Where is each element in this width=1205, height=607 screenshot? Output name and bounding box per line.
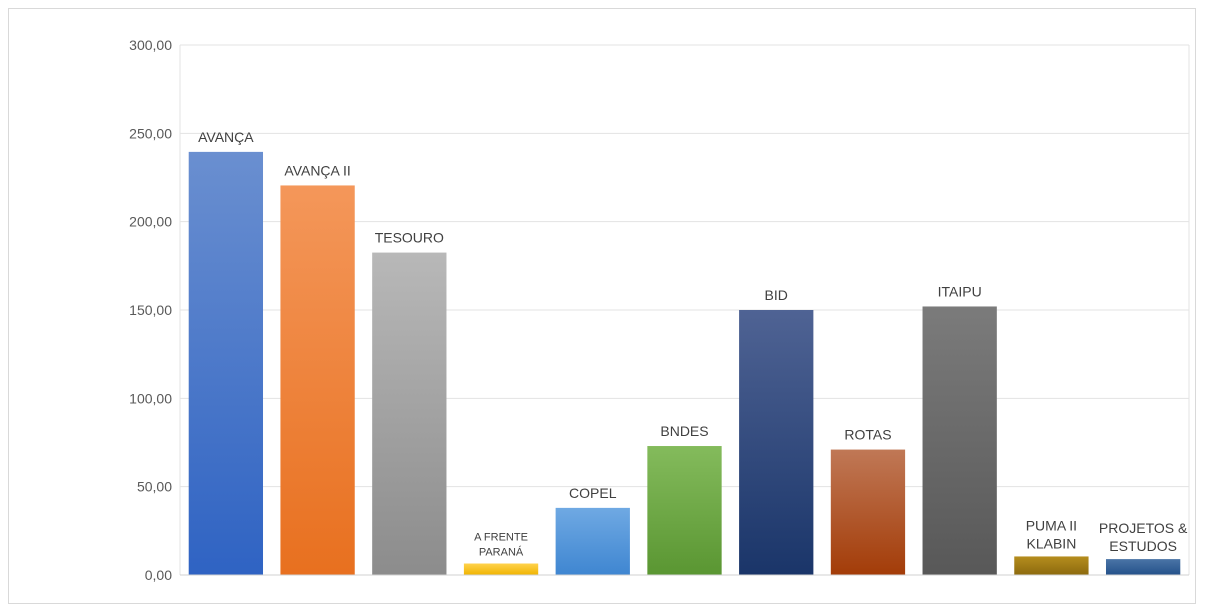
bar-rotas xyxy=(830,449,906,575)
bar-label: PUMA II KLABIN xyxy=(1026,517,1077,551)
bar-tesouro xyxy=(372,252,447,575)
bar-projetos-estudos xyxy=(1105,559,1181,575)
bar-label: PROJETOS & ESTUDOS xyxy=(1099,520,1188,554)
bar-copel xyxy=(555,507,630,575)
bar-labels: AVANÇA AVANÇA II TESOURO A FRENTE PARANÁ COPE… xyxy=(198,129,1188,559)
y-tick-label: 300,00 xyxy=(129,37,172,53)
y-tick-label: 0,00 xyxy=(145,567,172,583)
bar-puma-ii-klabin xyxy=(1014,556,1089,575)
bar-label: ITAIPU xyxy=(938,283,982,299)
bar-bndes xyxy=(647,446,722,575)
y-tick-label: 50,00 xyxy=(137,479,172,495)
bar-label: BID xyxy=(765,287,788,303)
bar-label: A FRENTE PARANÁ xyxy=(474,532,528,559)
bar-label: TESOURO xyxy=(375,230,444,246)
chart-container: 0,00 50,00 100,00 150,00 200,00 250,00 300,00 … xyxy=(8,8,1196,604)
bar-avan-a-ii xyxy=(280,185,355,575)
bar-chart: 0,0050,00100,00150,00200,00250,00300,00 … xyxy=(129,37,1190,583)
y-axis-tick-labels: 0,00 50,00 100,00 150,00 200,00 250,00 300,00 xyxy=(129,37,172,583)
bar-a-frente-paran xyxy=(463,563,539,575)
y-tick-label: 200,00 xyxy=(129,214,172,230)
bar-itaipu xyxy=(922,306,997,575)
bar-avan-a xyxy=(188,151,264,575)
bar-label: ROTAS xyxy=(844,427,891,443)
bar-label: AVANÇA II xyxy=(284,162,350,178)
y-tick-label: 250,00 xyxy=(129,125,172,141)
y-tick-label: 150,00 xyxy=(129,302,172,318)
bar-label: COPEL xyxy=(569,485,617,501)
y-tick-label: 100,00 xyxy=(129,390,172,406)
bars xyxy=(188,151,1181,575)
bar-label: AVANÇA xyxy=(198,129,254,145)
bar-bid xyxy=(739,310,814,575)
bar-label: BNDES xyxy=(660,423,708,439)
